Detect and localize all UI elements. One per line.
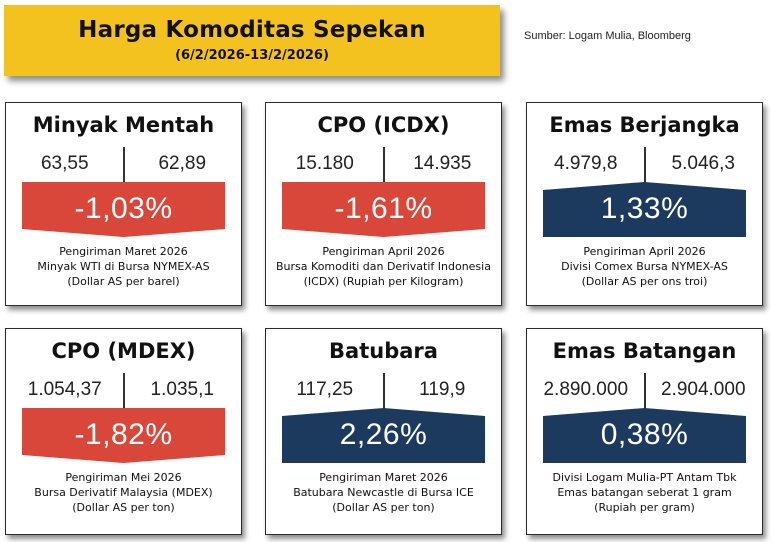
change-badge: -1,61% bbox=[282, 182, 485, 237]
trend-shape bbox=[282, 408, 485, 463]
trend-shape bbox=[282, 182, 485, 237]
card-note: Pengiriman April 2026 Divisi Comex Bursa… bbox=[529, 244, 760, 289]
note-line: Bursa Komoditi dan Derivatif Indonesia bbox=[276, 260, 491, 273]
price-current: 14.935 bbox=[413, 153, 472, 174]
price-row: 15.180 14.935 bbox=[266, 147, 501, 185]
note-line: Batubara Newcastle di Bursa ICE bbox=[293, 486, 474, 499]
note-line: (Rupiah per gram) bbox=[594, 501, 695, 514]
note-line: (Dollar AS per barel) bbox=[67, 275, 180, 288]
price-current: 5.046,3 bbox=[671, 153, 735, 174]
period-label: (6/2/2026-13/2/2026) bbox=[175, 48, 329, 63]
card-note: Pengiriman Maret 2026 Batubara Newcastle… bbox=[268, 470, 499, 515]
card-minyak-mentah: Minyak Mentah 63,55 62,89 -1,03% Pengiri… bbox=[5, 102, 242, 306]
note-line: (Dollar AS per ons troi) bbox=[581, 275, 708, 288]
card-note: Pengiriman April 2026 Bursa Komoditi dan… bbox=[268, 244, 499, 289]
price-row: 2.890.000 2.904.000 bbox=[527, 373, 762, 411]
price-current: 1.035,1 bbox=[150, 379, 214, 400]
trend-shape bbox=[543, 408, 746, 463]
header-banner: Harga Komoditas Sepekan (6/2/2026-13/2/2… bbox=[4, 5, 500, 76]
card-title: Emas Batangan bbox=[552, 339, 737, 363]
trend-shape bbox=[22, 408, 225, 463]
note-line: Pengiriman April 2026 bbox=[583, 245, 706, 258]
price-divider bbox=[383, 373, 385, 411]
price-divider bbox=[644, 373, 646, 411]
price-current: 62,89 bbox=[158, 153, 207, 174]
card-batubara: Batubara 117,25 119,9 2,26% Pengiriman M… bbox=[265, 328, 502, 535]
note-line: Emas batangan seberat 1 gram bbox=[557, 486, 732, 499]
card-title: Emas Berjangka bbox=[549, 113, 740, 137]
card-cpo-mdex: CPO (MDEX) 1.054,37 1.035,1 -1,82% Pengi… bbox=[5, 328, 242, 535]
change-percent: 0,38% bbox=[600, 418, 689, 451]
note-line: Pengiriman Maret 2026 bbox=[319, 471, 448, 484]
card-title: CPO (ICDX) bbox=[317, 113, 450, 137]
card-emas-batangan: Emas Batangan 2.890.000 2.904.000 0,38% … bbox=[526, 328, 763, 535]
change-badge: -1,03% bbox=[22, 182, 225, 237]
change-percent: 2,26% bbox=[339, 418, 428, 451]
price-previous: 2.890.000 bbox=[543, 379, 629, 400]
price-previous: 63,55 bbox=[40, 153, 89, 174]
change-badge: 2,26% bbox=[282, 408, 485, 463]
price-row: 1.054,37 1.035,1 bbox=[6, 373, 241, 411]
price-divider bbox=[123, 373, 125, 411]
change-badge: -1,82% bbox=[22, 408, 225, 463]
note-line: Pengiriman April 2026 bbox=[322, 245, 445, 258]
note-line: (Dollar AS per ton) bbox=[72, 501, 175, 514]
price-previous: 4.979,8 bbox=[554, 153, 618, 174]
note-line: Divisi Comex Bursa NYMEX-AS bbox=[561, 260, 728, 273]
note-line: Bursa Derivatif Malaysia (MDEX) bbox=[34, 486, 213, 499]
change-badge: 0,38% bbox=[543, 408, 746, 463]
note-line: Pengiriman Maret 2026 bbox=[59, 245, 188, 258]
card-emas-berjangka: Emas Berjangka 4.979,8 5.046,3 1,33% Pen… bbox=[526, 102, 763, 306]
trend-shape bbox=[543, 182, 746, 237]
note-line: Minyak WTI di Bursa NYMEX-AS bbox=[37, 260, 210, 273]
card-title: Batubara bbox=[329, 339, 438, 363]
card-cpo-icdx: CPO (ICDX) 15.180 14.935 -1,61% Pengirim… bbox=[265, 102, 502, 306]
change-percent: -1,03% bbox=[74, 192, 173, 225]
price-row: 63,55 62,89 bbox=[6, 147, 241, 185]
change-percent: 1,33% bbox=[600, 192, 689, 225]
price-current: 119,9 bbox=[419, 379, 466, 400]
price-row: 4.979,8 5.046,3 bbox=[527, 147, 762, 185]
note-line: (Dollar AS per ton) bbox=[332, 501, 435, 514]
page-title: Harga Komoditas Sepekan bbox=[78, 17, 426, 43]
note-line: (ICDX) (Rupiah per Kilogram) bbox=[303, 275, 464, 288]
price-divider bbox=[383, 147, 385, 185]
price-divider bbox=[644, 147, 646, 185]
source-label: Sumber: Logam Mulia, Bloomberg bbox=[524, 30, 691, 42]
note-line: Divisi Logam Mulia-PT Antam Tbk bbox=[552, 471, 737, 484]
price-previous: 117,25 bbox=[296, 379, 354, 400]
price-divider bbox=[123, 147, 125, 185]
price-row: 117,25 119,9 bbox=[266, 373, 501, 411]
card-title: Minyak Mentah bbox=[32, 113, 215, 137]
card-note: Pengiriman Maret 2026 Minyak WTI di Burs… bbox=[8, 244, 239, 289]
card-title: CPO (MDEX) bbox=[51, 339, 196, 363]
card-note: Pengiriman Mei 2026 Bursa Derivatif Mala… bbox=[8, 470, 239, 515]
change-percent: -1,61% bbox=[334, 192, 433, 225]
note-line: Pengiriman Mei 2026 bbox=[65, 471, 182, 484]
card-note: Divisi Logam Mulia-PT Antam Tbk Emas bat… bbox=[529, 470, 760, 515]
price-previous: 1.054,37 bbox=[27, 379, 102, 400]
trend-shape bbox=[22, 182, 225, 237]
price-current: 2.904.000 bbox=[660, 379, 746, 400]
change-badge: 1,33% bbox=[543, 182, 746, 237]
change-percent: -1,82% bbox=[74, 418, 173, 451]
price-previous: 15.180 bbox=[295, 153, 354, 174]
